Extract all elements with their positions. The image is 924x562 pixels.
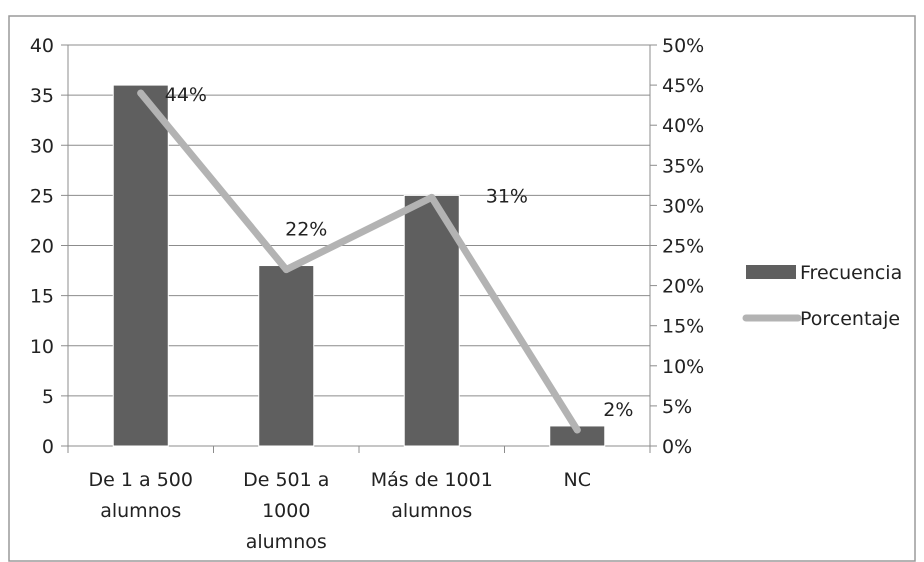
category-label-line: De 1 a 500: [89, 469, 193, 491]
left-axis-tick-label: 35: [30, 85, 54, 107]
left-axis-tick-label: 0: [42, 436, 54, 458]
bar-frecuencia: [403, 194, 460, 447]
category-label-line: De 501 a: [243, 469, 329, 491]
category-label: De 501 a 1000 alumnos: [243, 469, 329, 553]
bar-frecuencia: [112, 84, 169, 447]
left-axis-tick-label: 15: [30, 286, 54, 308]
category-label-line: alumnos: [391, 500, 472, 522]
left-axis-tick-label: 30: [30, 135, 54, 157]
data-label-porcentaje: 31%: [486, 185, 528, 207]
right-axis-tick-label: 30%: [662, 195, 704, 217]
right-axis-tick-label: 50%: [662, 35, 704, 57]
data-labels: 44% 22% 31% 2%: [165, 84, 634, 421]
right-axis-tick-label: 35%: [662, 155, 704, 177]
line-point: [428, 193, 436, 201]
category-label-line: alumnos: [246, 531, 327, 553]
legend: Frecuencia Porcentaje: [742, 262, 902, 330]
right-axis-tick-label: 45%: [662, 75, 704, 97]
right-axis-tick-label: 10%: [662, 356, 704, 378]
category-label-line: alumnos: [100, 500, 181, 522]
line-point: [282, 266, 290, 274]
category-label-line: Más de 1001: [371, 469, 493, 491]
bar-series: [112, 84, 606, 447]
category-label: NC: [564, 469, 591, 491]
data-label-porcentaje: 2%: [603, 399, 633, 421]
category-label: De 1 a 500 alumnos: [89, 469, 193, 522]
right-axis-tick-label: 15%: [662, 316, 704, 338]
left-axis-tick-label: 5: [42, 386, 54, 408]
category-label-line: NC: [564, 469, 591, 491]
category-label: Más de 1001 alumnos: [371, 469, 493, 522]
category-label-line: 1000: [262, 500, 310, 522]
legend-swatch-frecuencia: [746, 265, 796, 279]
left-axis-tick-label: 40: [30, 35, 54, 57]
right-axis-tick-label: 25%: [662, 236, 704, 258]
legend-label-porcentaje: Porcentaje: [800, 308, 900, 330]
legend-label-frecuencia: Frecuencia: [800, 262, 902, 284]
left-axis-tick-label: 10: [30, 336, 54, 358]
left-axis-tick-label: 20: [30, 236, 54, 258]
data-label-porcentaje: 22%: [285, 219, 327, 241]
axes: 0 5 10 15 20 25 30 35 40 0% 5% 10% 15% 20% 25% 30% 35% 40…: [30, 35, 704, 553]
right-axis-tick-label: 5%: [662, 396, 692, 418]
left-axis-tick-label: 25: [30, 185, 54, 207]
right-axis-tick-label: 40%: [662, 115, 704, 137]
right-axis-tick-label: 20%: [662, 276, 704, 298]
data-label-porcentaje: 44%: [165, 84, 207, 106]
line-point: [573, 426, 581, 434]
line-series: [137, 89, 581, 434]
right-axis-tick-label: 0%: [662, 436, 692, 458]
bar-frecuencia: [258, 265, 315, 447]
line-porcentaje: [137, 89, 581, 434]
line-point: [137, 89, 145, 97]
